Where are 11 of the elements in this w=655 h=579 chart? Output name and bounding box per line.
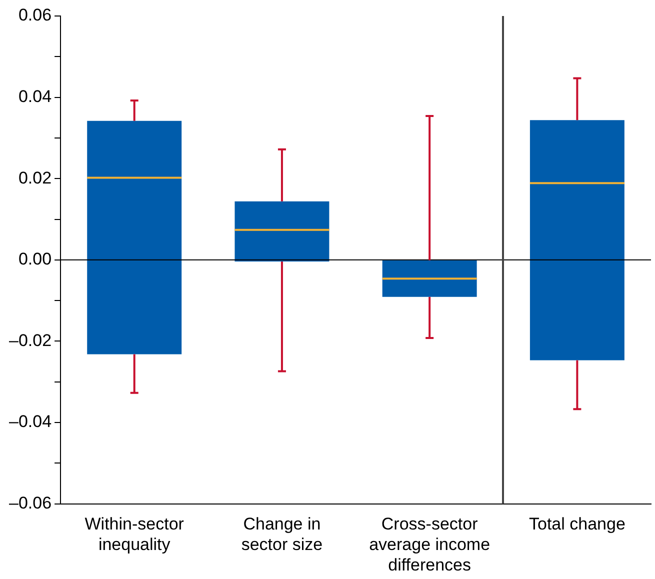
- y-tick-label: 0.06: [18, 6, 52, 25]
- x-tick-label: Change in sector size: [241, 514, 323, 554]
- y-tick-label: 0.02: [18, 168, 52, 188]
- x-tick-label: Within-sector inequality: [84, 514, 184, 554]
- x-tick-label: Cross-sector average income differences: [369, 514, 490, 574]
- y-tick-label: –0.06: [8, 493, 52, 512]
- y-tick-label: –0.02: [8, 330, 52, 350]
- y-tick-label: 0.00: [18, 250, 52, 269]
- y-tick-label: 0.04: [18, 86, 52, 106]
- x-tick-label: Total change: [528, 514, 626, 534]
- y-tick-label: –0.04: [8, 412, 52, 432]
